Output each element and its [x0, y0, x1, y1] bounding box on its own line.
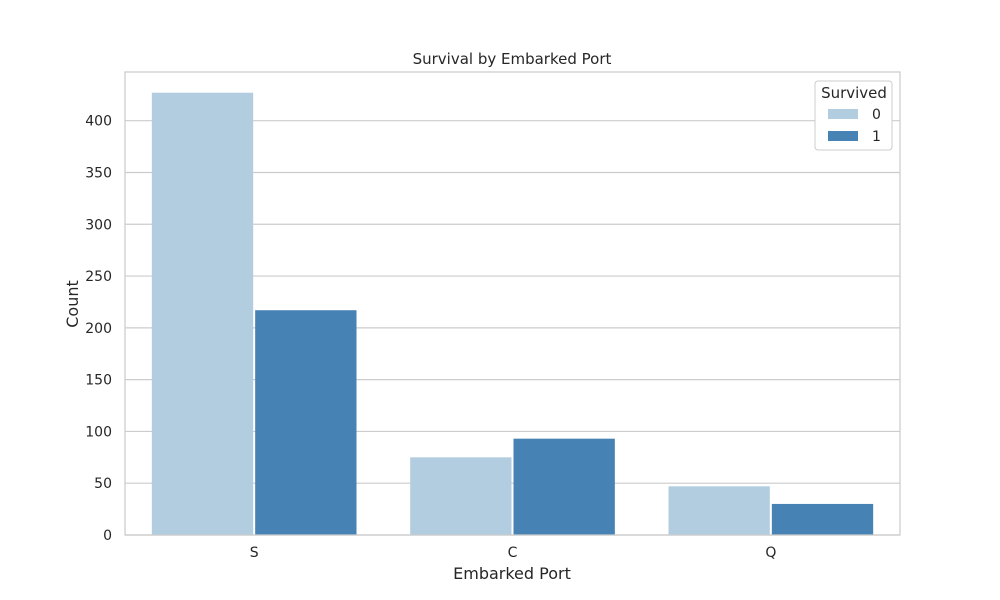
legend-swatch-1 [828, 131, 858, 141]
legend-swatch-0 [828, 109, 858, 119]
y-tick-label: 400 [85, 114, 112, 130]
bar-S-survived-1 [255, 310, 357, 535]
chart-title: Survival by Embarked Port [413, 50, 612, 68]
bar-S-survived-0 [151, 92, 254, 535]
legend-title: Survived [821, 84, 887, 102]
legend-label-0: 0 [872, 107, 881, 123]
bars [151, 92, 874, 535]
bar-Q-survived-1 [771, 503, 874, 535]
y-tick-labels: 0 50 100 150 200 250 300 350 400 [85, 114, 112, 544]
y-tick-label: 350 [85, 165, 112, 181]
y-tick-label: 200 [85, 321, 112, 337]
y-tick-label: 150 [85, 373, 112, 389]
x-axis-title: Embarked Port [453, 564, 571, 583]
grid-lines [125, 120, 900, 536]
y-tick-label: 100 [85, 424, 112, 440]
y-axis-title: Count [63, 280, 82, 328]
x-tick-label-Q: Q [765, 545, 776, 561]
legend: Survived 0 1 [814, 80, 893, 151]
plot-frame [124, 71, 901, 536]
y-tick-label: 250 [85, 269, 112, 285]
bar-Q-survived-0 [668, 486, 770, 535]
y-tick-label: 50 [94, 476, 112, 492]
x-tick-label-S: S [250, 545, 259, 561]
bar-C-survived-0 [410, 457, 512, 535]
x-tick-label-C: C [508, 545, 518, 561]
y-tick-label: 300 [85, 217, 112, 233]
bar-C-survived-1 [513, 438, 615, 535]
legend-label-1: 1 [872, 129, 881, 145]
y-tick-label: 0 [103, 528, 112, 544]
